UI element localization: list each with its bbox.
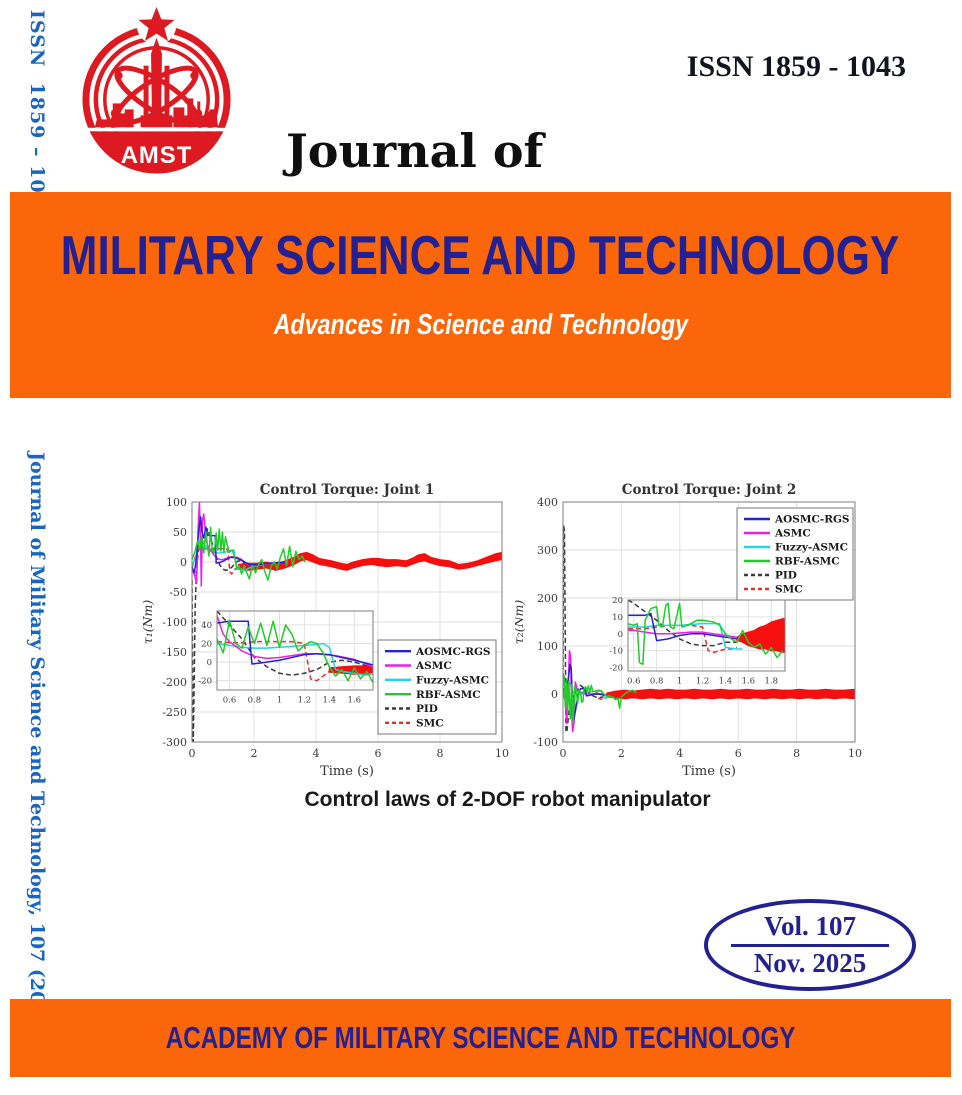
svg-text:-100: -100 <box>162 616 187 629</box>
figure-caption: Control laws of 2-DOF robot manipulator <box>304 788 711 811</box>
svg-text:0: 0 <box>189 747 196 760</box>
svg-text:-100: -100 <box>533 736 558 749</box>
chart-joint1-figure: 0 2 4 6 8 10-300-250-200-150-100-50050100Cont… <box>140 482 509 779</box>
svg-text:8: 8 <box>437 747 444 760</box>
svg-text:1.6: 1.6 <box>742 677 756 687</box>
svg-text:20: 20 <box>201 640 212 650</box>
svg-text:SMC: SMC <box>416 717 444 729</box>
svg-text:-50: -50 <box>169 586 187 599</box>
svg-text:Fuzzy-ASMC: Fuzzy-ASMC <box>416 674 489 686</box>
svg-text:0.8: 0.8 <box>248 696 262 706</box>
svg-text:40: 40 <box>201 621 212 631</box>
svg-text:SMC: SMC <box>775 584 803 596</box>
svg-text:100: 100 <box>166 496 187 509</box>
svg-text:ASMC: ASMC <box>415 660 452 672</box>
svg-text:4: 4 <box>676 747 683 760</box>
svg-text:10: 10 <box>495 747 509 760</box>
svg-text:0: 0 <box>618 630 623 640</box>
journal-of-heading: Journal of <box>286 124 544 178</box>
svg-text:400: 400 <box>537 496 558 509</box>
svg-text:RBF-ASMC: RBF-ASMC <box>775 556 840 568</box>
svg-text:-20: -20 <box>198 677 212 687</box>
issn-vertical-label: ISSN 1859 – 1043 <box>26 10 48 223</box>
svg-text:4: 4 <box>313 747 320 760</box>
svg-text:1.8: 1.8 <box>764 677 778 687</box>
svg-text:1: 1 <box>677 677 682 687</box>
svg-text:1.4: 1.4 <box>719 677 733 687</box>
svg-text:1.6: 1.6 <box>348 696 362 706</box>
svg-text:0: 0 <box>207 658 212 668</box>
svg-text:PID: PID <box>775 570 797 582</box>
svg-text:0.6: 0.6 <box>627 677 641 687</box>
svg-text:τ₁(Nm): τ₁(Nm) <box>140 600 155 645</box>
issn-top-right-label: ISSN 1859 - 1043 <box>686 50 906 83</box>
svg-text:1.2: 1.2 <box>298 696 312 706</box>
svg-text:0: 0 <box>560 747 567 760</box>
svg-text:1.4: 1.4 <box>323 696 337 706</box>
svg-text:PID: PID <box>416 703 438 715</box>
svg-text:-200: -200 <box>162 676 187 689</box>
svg-text:6: 6 <box>735 747 742 760</box>
issue-date: Nov. 2025 <box>753 947 867 978</box>
svg-text:200: 200 <box>537 592 558 605</box>
logo-star-icon <box>138 6 175 41</box>
svg-text:AOSMC-RGS: AOSMC-RGS <box>415 646 491 658</box>
svg-text:1.2: 1.2 <box>696 677 710 687</box>
amst-logo-icon: AMST <box>82 4 231 174</box>
svg-text:8: 8 <box>793 747 800 760</box>
svg-text:1: 1 <box>277 696 282 706</box>
svg-text:50: 50 <box>173 526 187 539</box>
svg-text:0: 0 <box>180 556 187 569</box>
journal-subtitle: Advances in Science and Technology <box>273 309 688 341</box>
svg-text:300: 300 <box>537 544 558 557</box>
spine-vertical-label: Journal of Military Science and Technolo… <box>26 452 48 1040</box>
svg-text:0: 0 <box>551 688 558 701</box>
svg-text:-250: -250 <box>162 706 187 719</box>
svg-text:2: 2 <box>251 747 258 760</box>
svg-text:10: 10 <box>848 747 862 760</box>
badge-divider-line <box>731 943 889 947</box>
svg-text:0.6: 0.6 <box>223 696 237 706</box>
svg-text:2: 2 <box>618 747 625 760</box>
svg-text:ASMC: ASMC <box>774 528 811 540</box>
svg-text:Time (s): Time (s) <box>682 764 736 779</box>
logo-bottom-segment <box>93 131 220 171</box>
publisher-name: ACADEMY OF MILITARY SCIENCE AND TECHNOLO… <box>165 1020 796 1055</box>
volume-badge: Vol. 107 Nov. 2025 <box>704 899 916 991</box>
svg-text:Control Torque: Joint 1: Control Torque: Joint 1 <box>260 482 435 498</box>
svg-text:Time (s): Time (s) <box>320 764 374 779</box>
svg-text:AOSMC-RGS: AOSMC-RGS <box>774 514 850 526</box>
svg-text:Control Torque: Joint 2: Control Torque: Joint 2 <box>622 482 797 498</box>
svg-text:10: 10 <box>612 613 623 623</box>
logo-skyline <box>94 98 219 128</box>
publisher-banner: ACADEMY OF MILITARY SCIENCE AND TECHNOLO… <box>10 999 951 1077</box>
logo-tower-icon <box>140 37 173 128</box>
svg-text:-150: -150 <box>162 646 187 659</box>
svg-text:-20: -20 <box>609 664 623 674</box>
figure-area: 0 2 4 6 8 10 -300 -250 -200 -150 -100 -50 0 50 100 Cont… <box>0 478 962 788</box>
svg-text:20: 20 <box>612 596 623 606</box>
svg-text:-300: -300 <box>162 736 187 749</box>
volume-number: Vol. 107 <box>763 910 857 941</box>
svg-text:0.8: 0.8 <box>650 677 664 687</box>
svg-text:RBF-ASMC: RBF-ASMC <box>416 689 481 701</box>
svg-text:Fuzzy-ASMC: Fuzzy-ASMC <box>775 542 848 554</box>
journal-title: MILITARY SCIENCE AND TECHNOLOGY <box>61 224 900 286</box>
svg-text:100: 100 <box>537 640 558 653</box>
logo-amst-text: AMST <box>121 142 193 169</box>
logo-divider-line <box>86 127 227 132</box>
title-banner: MILITARY SCIENCE AND TECHNOLOGY Advances… <box>10 192 951 398</box>
svg-text:6: 6 <box>375 747 382 760</box>
svg-text:τ₂(Nm): τ₂(Nm) <box>515 600 526 645</box>
svg-text:-10: -10 <box>609 647 623 657</box>
